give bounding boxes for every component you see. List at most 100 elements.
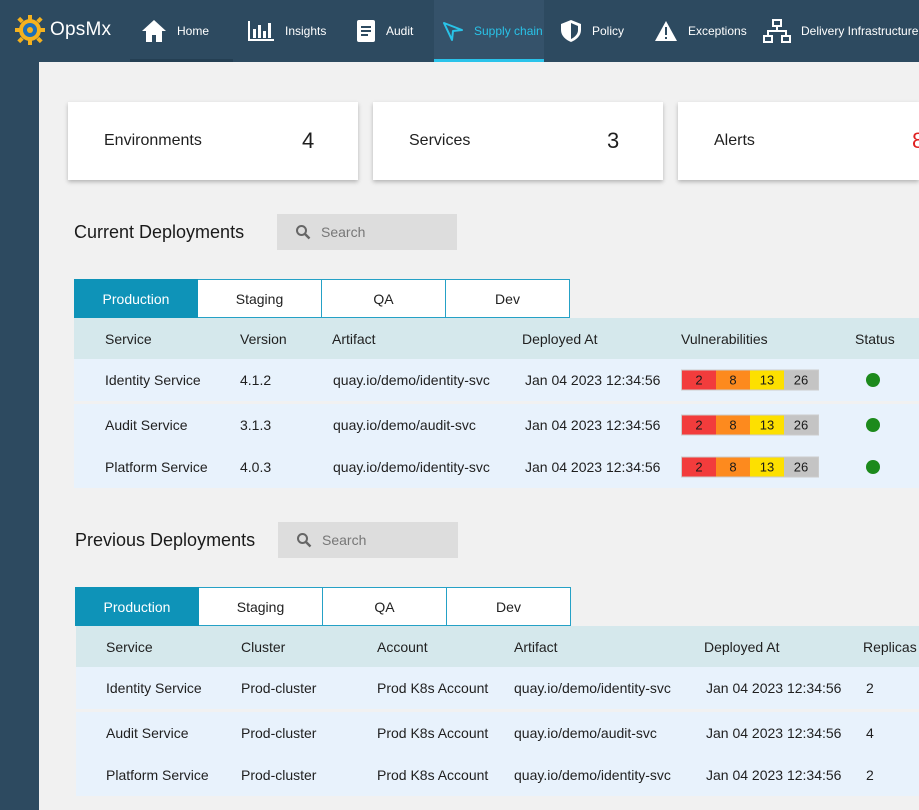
current-search-input[interactable]: Search — [277, 214, 457, 250]
cell-replicas: 4 — [866, 725, 874, 741]
vulnerability-summary[interactable]: 2 8 13 26 — [681, 414, 819, 436]
alerts-card[interactable]: Alerts 8 — [678, 102, 919, 180]
table-header: Service Cluster Account Artifact Deploye… — [76, 626, 919, 667]
col-replicas: Replicas — [863, 638, 917, 655]
current-deployments-table: Service Version Artifact Deployed At Vul… — [74, 318, 919, 488]
top-navbar: OpsMx Home Insights Audit Supply chain P… — [0, 0, 919, 62]
home-icon — [142, 20, 166, 42]
services-count: 3 — [607, 128, 620, 153]
vulnerability-summary[interactable]: 2 8 13 26 — [681, 369, 819, 391]
nav-home-label: Home — [177, 24, 210, 38]
cell-cluster: Prod-cluster — [241, 767, 317, 783]
status-indicator — [866, 373, 880, 387]
cell-replicas: 2 — [866, 767, 874, 783]
col-cluster: Cluster — [241, 638, 286, 655]
document-icon — [357, 20, 375, 42]
cell-version: 4.0.3 — [240, 459, 272, 475]
nav-home[interactable]: Home — [141, 0, 209, 62]
cell-deployed-at: Jan 04 2023 12:34:56 — [706, 767, 842, 783]
previous-tab-production[interactable]: Production — [75, 587, 199, 626]
table-row[interactable]: Audit Service Prod-cluster Prod K8s Acco… — [76, 712, 919, 754]
nav-home-underline — [130, 59, 233, 62]
left-sidebar — [0, 62, 39, 810]
cell-deployed-at: Jan 04 2023 12:34:56 — [525, 372, 661, 388]
current-tab-staging[interactable]: Staging — [198, 279, 322, 318]
alerts-label: Alerts — [714, 132, 755, 149]
cell-service: Identity Service — [106, 680, 202, 696]
cell-version: 4.1.2 — [240, 372, 272, 388]
nav-exceptions-label: Exceptions — [688, 24, 747, 38]
brand-logo[interactable]: OpsMx — [14, 14, 111, 46]
previous-deployments-title: Previous Deployments — [75, 530, 256, 550]
cell-artifact: quay.io/demo/identity-svc — [333, 372, 490, 388]
send-icon — [443, 22, 463, 41]
cell-account: Prod K8s Account — [377, 767, 489, 783]
environments-label: Environments — [104, 132, 202, 149]
cell-deployed-at: Jan 04 2023 12:34:56 — [706, 680, 842, 696]
cell-service: Audit Service — [105, 417, 188, 433]
environments-count: 4 — [302, 128, 315, 153]
environments-card[interactable]: Environments 4 — [68, 102, 358, 180]
previous-tab-dev[interactable]: Dev — [447, 587, 571, 626]
nav-delivery-infrastructure-label: Delivery Infrastructure — [801, 24, 919, 38]
previous-search-input[interactable]: Search — [278, 522, 458, 558]
search-icon — [297, 533, 312, 548]
table-row[interactable]: Platform Service 4.0.3 quay.io/demo/iden… — [74, 446, 919, 488]
col-version: Version — [240, 330, 287, 347]
vuln-high: 8 — [716, 457, 750, 477]
col-deployed-at: Deployed At — [522, 330, 598, 347]
vuln-high: 8 — [716, 415, 750, 435]
nav-insights[interactable]: Insights — [247, 0, 326, 62]
vuln-high: 8 — [716, 370, 750, 390]
col-vulnerabilities: Vulnerabilities — [681, 330, 768, 347]
vuln-critical: 2 — [682, 370, 716, 390]
cell-cluster: Prod-cluster — [241, 725, 317, 741]
vuln-medium: 13 — [750, 457, 784, 477]
col-account: Account — [377, 638, 428, 655]
cell-artifact: quay.io/demo/identity-svc — [514, 680, 671, 696]
current-deployments-title: Current Deployments — [74, 222, 245, 242]
services-label: Services — [409, 132, 471, 149]
vuln-low: 26 — [784, 457, 818, 477]
cell-service: Platform Service — [105, 459, 208, 475]
cell-account: Prod K8s Account — [377, 680, 489, 696]
vulnerability-summary[interactable]: 2 8 13 26 — [681, 456, 819, 478]
previous-tab-qa[interactable]: QA — [323, 587, 447, 626]
table-row[interactable]: Platform Service Prod-cluster Prod K8s A… — [76, 754, 919, 796]
nav-audit[interactable]: Audit — [356, 0, 413, 62]
table-row[interactable]: Identity Service 4.1.2 quay.io/demo/iden… — [74, 359, 919, 401]
current-tab-qa[interactable]: QA — [322, 279, 446, 318]
current-env-tabs: Production Staging QA Dev — [74, 279, 570, 318]
opsmx-gear-icon — [15, 15, 45, 45]
services-card[interactable]: Services 3 — [373, 102, 663, 180]
col-deployed-at: Deployed At — [704, 638, 780, 655]
col-artifact: Artifact — [332, 330, 376, 347]
nav-exceptions[interactable]: Exceptions — [654, 0, 747, 62]
status-indicator — [866, 460, 880, 474]
table-row[interactable]: Audit Service 3.1.3 quay.io/demo/audit-s… — [74, 404, 919, 446]
nav-delivery-infrastructure[interactable]: Delivery Infrastructure — [763, 0, 918, 62]
cell-artifact: quay.io/demo/identity-svc — [333, 459, 490, 475]
cell-deployed-at: Jan 04 2023 12:34:56 — [525, 459, 661, 475]
previous-env-tabs: Production Staging QA Dev — [75, 587, 571, 626]
nav-supply-chain-label: Supply chain — [474, 24, 543, 38]
status-indicator — [866, 418, 880, 432]
nav-supply-chain[interactable]: Supply chain — [434, 0, 544, 62]
previous-deployments-table: Service Cluster Account Artifact Deploye… — [76, 626, 919, 796]
cell-service: Identity Service — [105, 372, 201, 388]
previous-tab-staging[interactable]: Staging — [199, 587, 323, 626]
network-icon — [763, 19, 791, 43]
current-search-placeholder: Search — [321, 224, 366, 240]
search-icon — [296, 225, 311, 240]
table-row[interactable]: Identity Service Prod-cluster Prod K8s A… — [76, 667, 919, 709]
current-tab-dev[interactable]: Dev — [446, 279, 570, 318]
previous-search-placeholder: Search — [322, 532, 367, 548]
cell-service: Audit Service — [106, 725, 189, 741]
alerts-count: 8 — [912, 128, 919, 153]
vuln-medium: 13 — [750, 370, 784, 390]
current-tab-production[interactable]: Production — [74, 279, 198, 318]
brand-name: OpsMx — [50, 19, 112, 40]
vuln-low: 26 — [784, 415, 818, 435]
nav-policy[interactable]: Policy — [560, 0, 624, 62]
table-header: Service Version Artifact Deployed At Vul… — [74, 318, 919, 359]
